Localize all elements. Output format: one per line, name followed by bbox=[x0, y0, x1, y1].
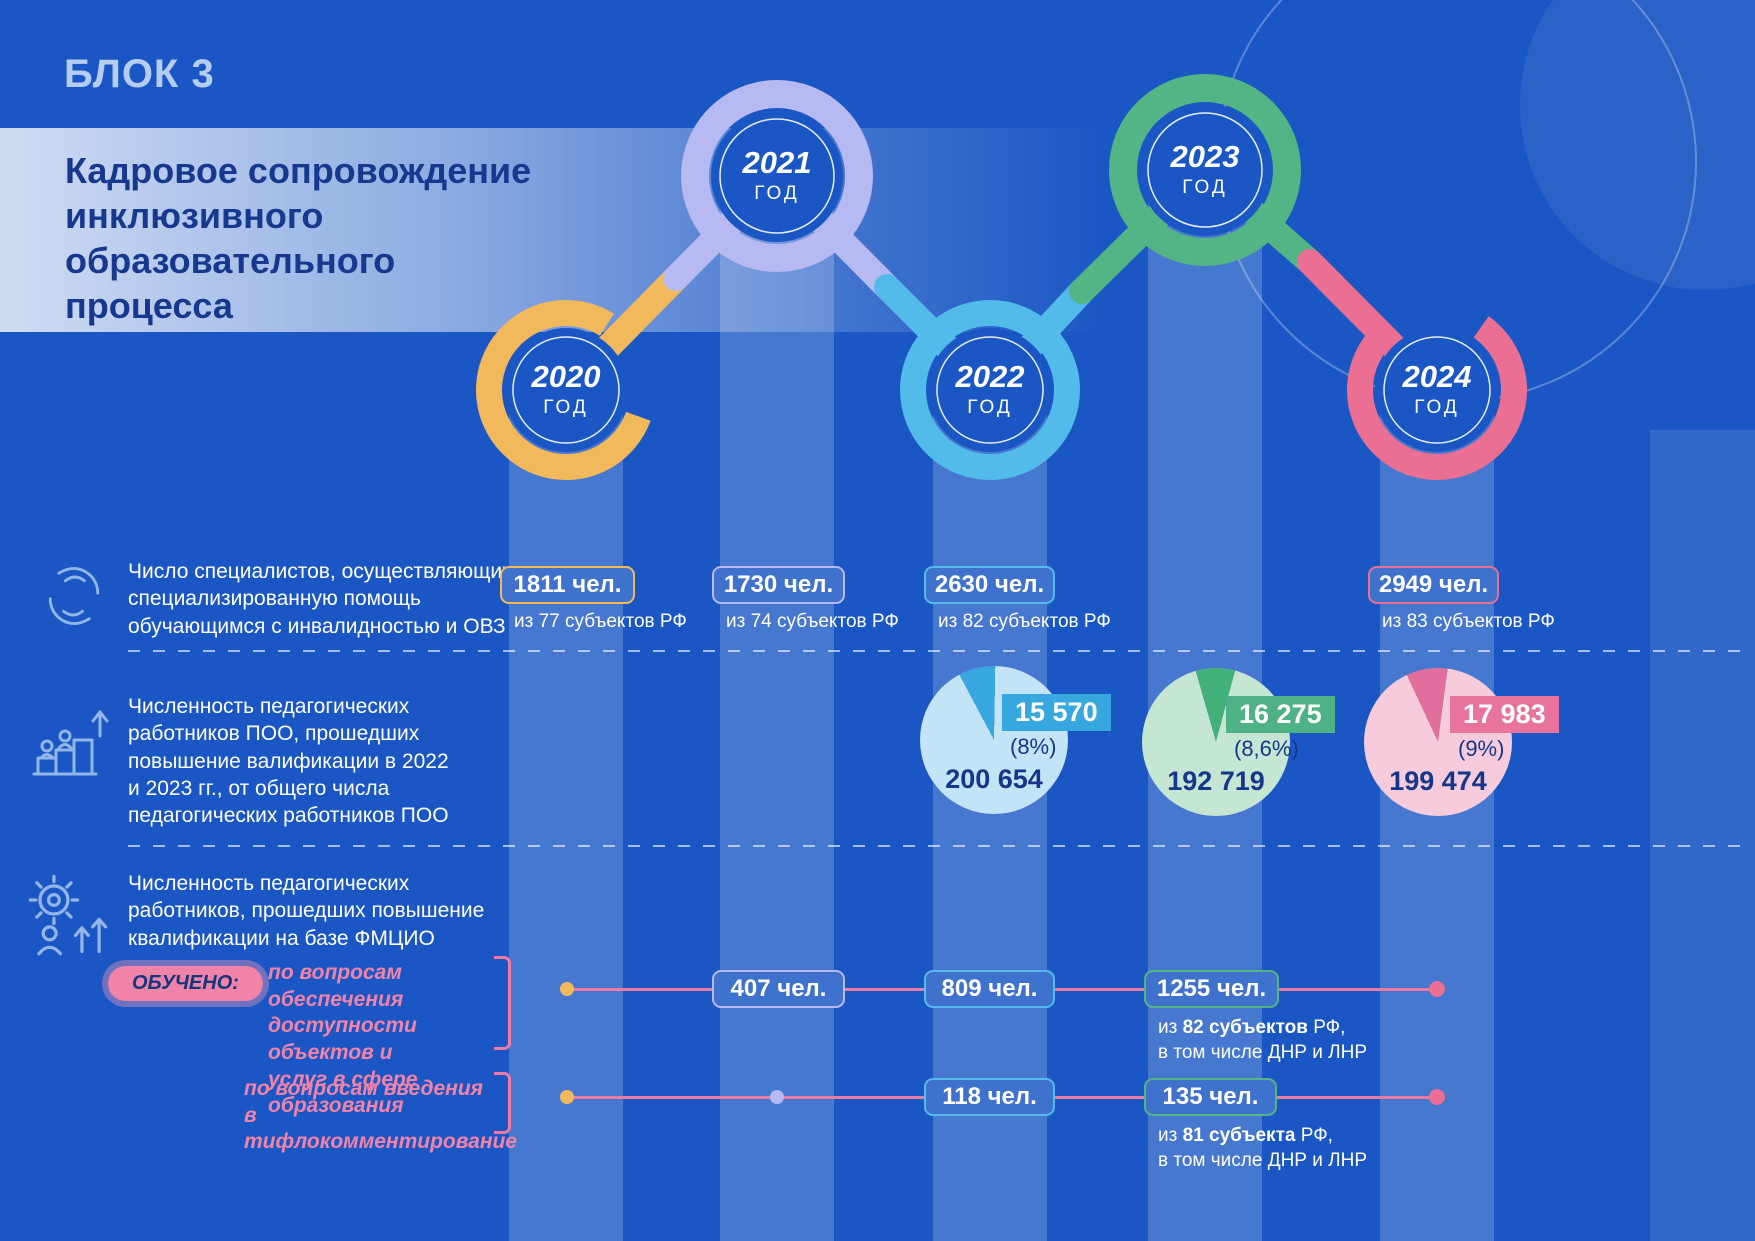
value-box-2023-typhlo: 135 чел. bbox=[1144, 1078, 1277, 1116]
fmcio-line1-dot-2024 bbox=[1429, 981, 1445, 997]
gear-training-icon bbox=[26, 872, 112, 958]
year-inner-circles bbox=[504, 104, 1499, 452]
pie-2024-value-badge: 17 983 bbox=[1450, 696, 1559, 733]
pie-2024 bbox=[1364, 668, 1512, 816]
note-suffix: РФ, bbox=[1295, 1125, 1333, 1146]
value-note-2024-specialists: из 83 субъектов РФ bbox=[1382, 611, 1555, 632]
fmcio-line1-label: по вопросам обеспечения доступности объе… bbox=[268, 961, 418, 1118]
value-note-2022-specialists: из 82 субъектов РФ bbox=[938, 611, 1111, 632]
pie-2024-percent: (9%) bbox=[1458, 736, 1505, 761]
fmcio-line1-dot-2020 bbox=[560, 982, 574, 996]
pie-2022-value-badge: 15 570 bbox=[1002, 694, 1111, 731]
value-note-2021-specialists: из 74 субъектов РФ bbox=[726, 611, 899, 632]
year-value: 2022 bbox=[955, 359, 1025, 395]
value-box-2021-specialists: 1730 чел. bbox=[712, 566, 845, 604]
pie-2023 bbox=[1142, 668, 1290, 816]
page-title: Кадровое сопровождение инклюзивного обра… bbox=[65, 150, 532, 326]
year-value: 2024 bbox=[1402, 359, 1472, 395]
pie-2022-percent: (8%) bbox=[1010, 734, 1057, 759]
year-suffix: ГОД bbox=[1182, 176, 1228, 198]
timeline-node-2020: 2020 ГОД bbox=[532, 361, 601, 419]
fmcio-line2-bracket bbox=[494, 1072, 511, 1134]
fmcio-line2-note: из 81 субъекта РФ, в том числе ДНР и ЛНР bbox=[1158, 1124, 1367, 1173]
pie-2023-value-badge: 16 275 bbox=[1226, 696, 1335, 733]
pie-2022 bbox=[920, 666, 1068, 814]
year-value: 2021 bbox=[742, 145, 812, 181]
value-box-2022-typhlo: 118 чел. bbox=[924, 1078, 1055, 1116]
year-value: 2023 bbox=[1170, 139, 1240, 175]
separator-1 bbox=[128, 650, 1745, 652]
title-band bbox=[0, 128, 1108, 332]
year-ring-2022 bbox=[900, 300, 1080, 480]
note-line2: в том числе ДНР и ЛНР bbox=[1158, 1149, 1368, 1171]
helping-hands-icon bbox=[36, 558, 112, 634]
row-specialists-label: Число специалистов, осуществляющих специ… bbox=[128, 560, 513, 638]
year-suffix: ГОД bbox=[543, 396, 589, 418]
column-bar-2021 bbox=[720, 176, 834, 1241]
year-ring-2024 bbox=[1347, 300, 1527, 481]
block-label: БЛОК 3 bbox=[64, 52, 215, 96]
pie-2022-total: 200 654 bbox=[945, 764, 1043, 794]
note-line2: в том числе ДНР и ЛНР bbox=[1158, 1041, 1368, 1063]
value-box-2022-specialists: 2630 чел. bbox=[924, 566, 1055, 604]
value-box-2024-specialists: 2949 чел. bbox=[1368, 566, 1499, 604]
note-prefix: из bbox=[1158, 1017, 1183, 1038]
timeline-node-2023: 2023 ГОД bbox=[1171, 141, 1240, 199]
row-qualification-label: Численность педагогических работников ПО… bbox=[128, 695, 449, 828]
fmcio-line1-note: из 82 субъектов РФ, в том числе ДНР и ЛН… bbox=[1158, 1016, 1367, 1065]
timeline-node-2022: 2022 ГОД bbox=[956, 361, 1025, 419]
note-prefix: из bbox=[1158, 1125, 1183, 1146]
column-bar-extra bbox=[1650, 430, 1755, 1241]
row-fmcio-label: Численность педагогических работников, п… bbox=[128, 872, 485, 950]
staff-growth-icon bbox=[30, 700, 110, 780]
note-suffix: РФ, bbox=[1307, 1017, 1346, 1038]
note-bold: 81 субъекта bbox=[1182, 1125, 1296, 1146]
separator-2 bbox=[128, 845, 1745, 847]
fmcio-line1-bracket bbox=[494, 956, 511, 1050]
year-suffix: ГОД bbox=[754, 182, 800, 204]
year-suffix: ГОД bbox=[967, 396, 1013, 418]
timeline-node-2024: 2024 ГОД bbox=[1403, 361, 1472, 419]
trained-badge: ОБУЧЕНО: bbox=[108, 966, 263, 1001]
value-box-2023-accessibility: 1255 чел. bbox=[1144, 970, 1279, 1008]
fmcio-line2-dot-2024 bbox=[1429, 1089, 1445, 1105]
pie-2023-percent: (8,6%) bbox=[1234, 736, 1299, 761]
fmcio-line2-label: по вопросам введения в тифлокомментирова… bbox=[244, 1077, 518, 1154]
year-ring-2020 bbox=[476, 300, 656, 480]
value-note-2020-specialists: из 77 субъектов РФ bbox=[514, 611, 687, 632]
value-box-2020-specialists: 1811 чел. bbox=[500, 566, 635, 604]
note-bold: 82 субъектов bbox=[1182, 1017, 1308, 1038]
year-ring-2023 bbox=[1109, 74, 1301, 266]
fmcio-line2-dot-2020 bbox=[560, 1090, 574, 1104]
year-ring-2021 bbox=[681, 80, 873, 272]
fmcio-line2-dot-2021 bbox=[770, 1090, 784, 1104]
year-suffix: ГОД bbox=[1414, 396, 1460, 418]
pie-2023-total: 192 719 bbox=[1167, 766, 1265, 796]
timeline-node-2021: 2021 ГОД bbox=[743, 147, 812, 205]
value-box-2022-accessibility: 809 чел. bbox=[924, 970, 1055, 1008]
value-box-2021-accessibility: 407 чел. bbox=[712, 970, 845, 1008]
pie-2024-total: 199 474 bbox=[1389, 766, 1487, 796]
year-value: 2020 bbox=[531, 359, 601, 395]
timeline-graphic bbox=[476, 74, 1527, 481]
